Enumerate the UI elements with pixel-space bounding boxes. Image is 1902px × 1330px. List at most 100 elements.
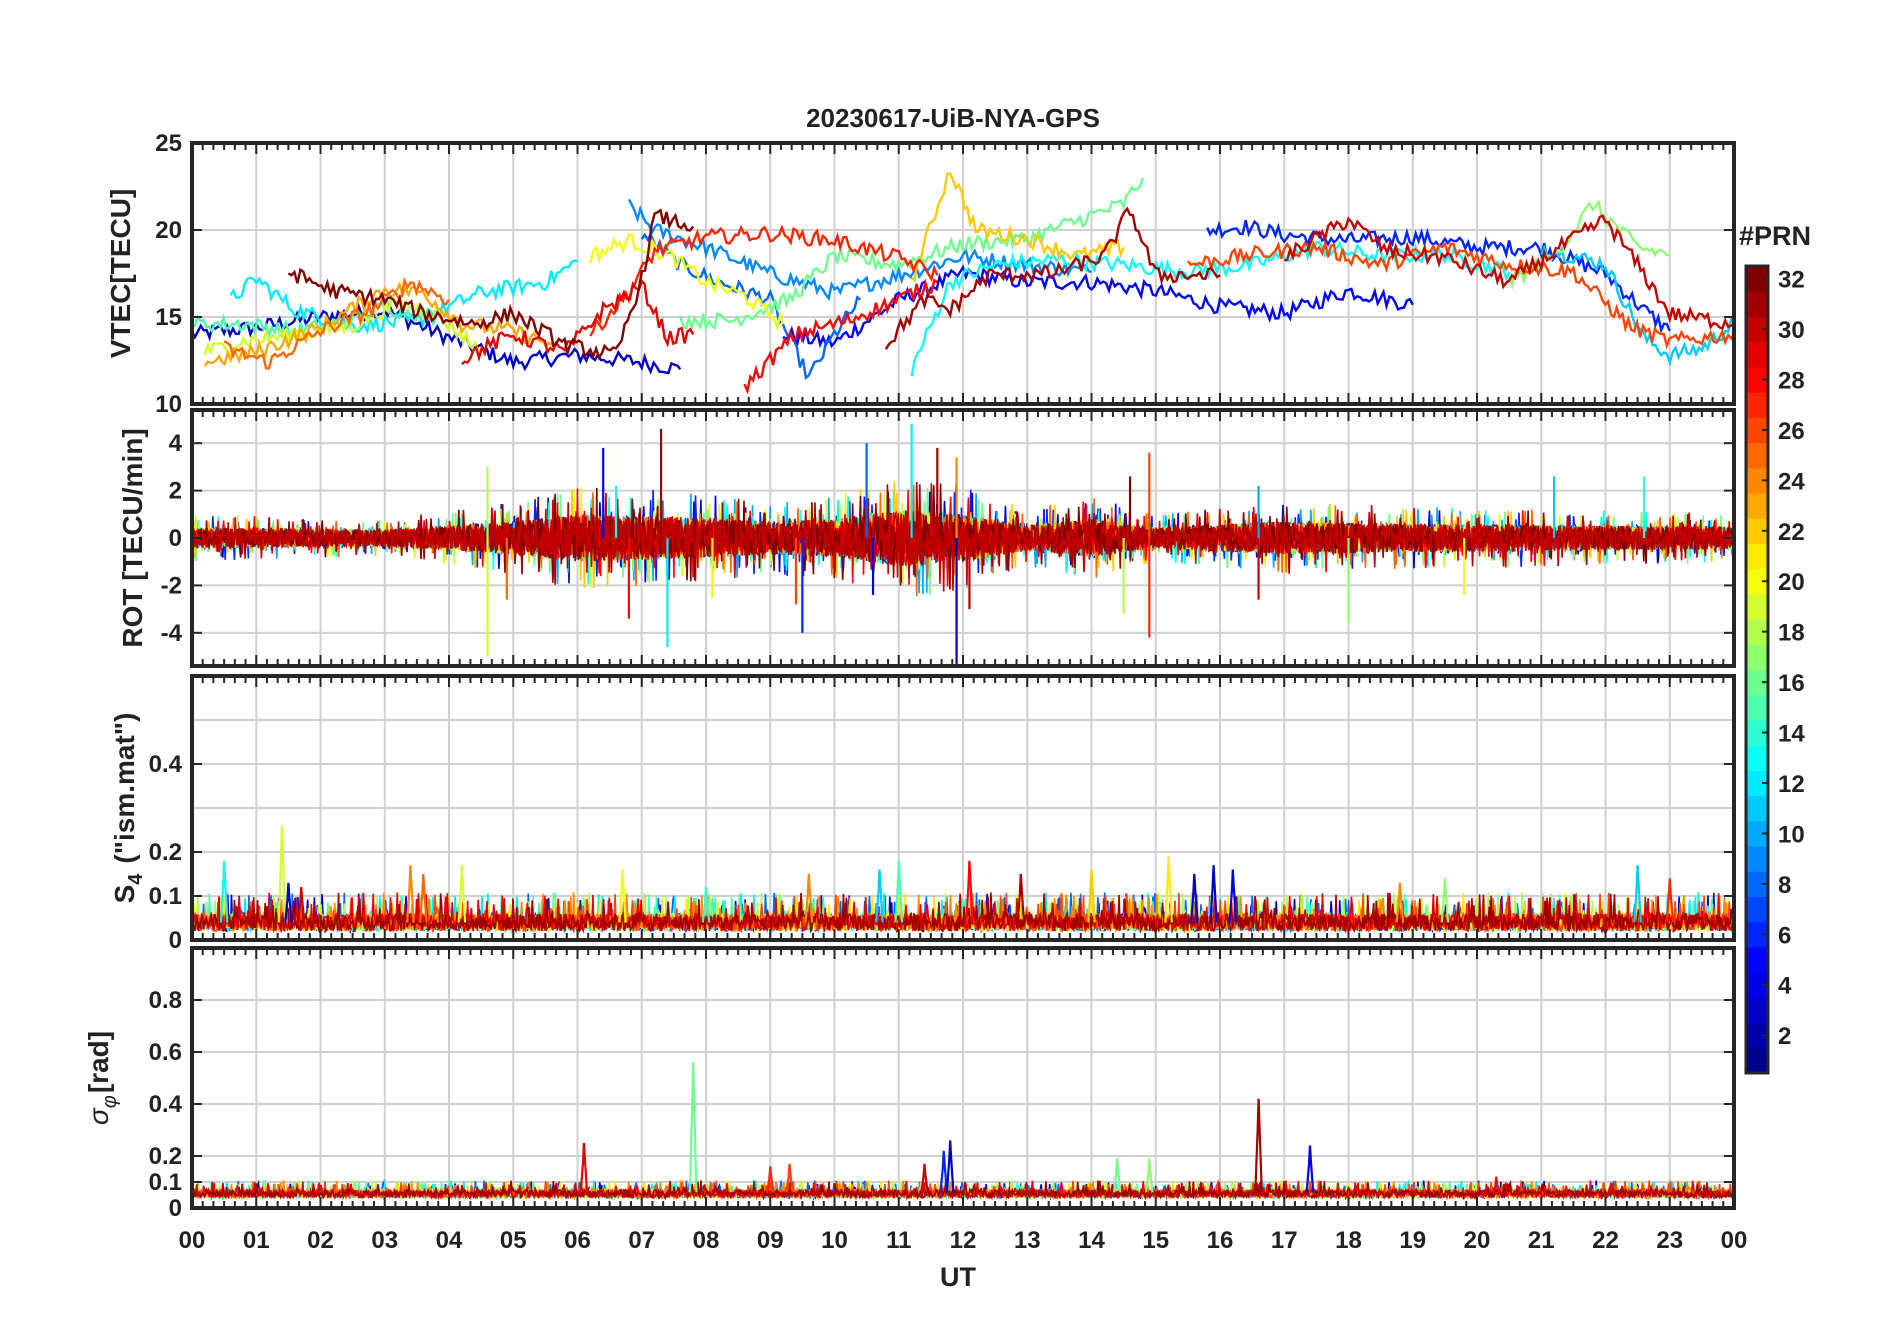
x-tick-label: 10	[821, 1227, 848, 1254]
y-tick-label-sigphi: 0.8	[149, 987, 182, 1014]
colorbar-segment	[1746, 846, 1768, 872]
y-axis-label-vtec: VTEC[TECU]	[105, 189, 136, 359]
panel-sigphi: 00.10.2 0.4 0.6 0.8 σφ[rad]	[83, 946, 1736, 1222]
chart-title: 20230617-UiB-NYA-GPS	[806, 103, 1100, 133]
colorbar-tick-label: 4	[1778, 973, 1792, 1000]
colorbar-tick-label: 8	[1778, 872, 1791, 899]
vtec-series-prn-25	[223, 276, 451, 370]
colorbar-tick-label: 24	[1778, 468, 1805, 495]
grid-sigphi	[192, 948, 1734, 1208]
colorbar-segment	[1746, 896, 1768, 923]
colorbar-tick-label: 32	[1778, 267, 1805, 294]
x-tick-label: 20	[1464, 1227, 1491, 1254]
s4-spike-21	[1633, 865, 1642, 923]
vtec-series-prn-30	[1284, 214, 1734, 331]
x-tick-label: 18	[1335, 1227, 1362, 1254]
series-group-vtec	[192, 172, 1734, 395]
sigphi-spike-8	[1145, 1158, 1154, 1193]
x-tick-label: 03	[371, 1227, 398, 1254]
y-axis-label-rot: ROT [TECU/min]	[117, 428, 148, 647]
vtec-series-prn-8	[640, 231, 861, 381]
colorbar-segment	[1746, 291, 1768, 318]
colorbar-segment	[1746, 619, 1768, 645]
s4-spike-16	[1190, 873, 1199, 923]
vtec-series-prn-15	[192, 299, 438, 342]
x-tick-label: 17	[1271, 1227, 1298, 1254]
sigphi-series-prn-31	[192, 1179, 1734, 1201]
s4-series-prn-31	[192, 892, 1734, 935]
colorbar-segment	[1746, 1022, 1768, 1049]
s4-spike-19	[1395, 882, 1405, 923]
colorbar-segment	[1746, 972, 1768, 998]
s4-spike-8	[701, 887, 711, 923]
colorbar-tick-label: 14	[1778, 721, 1805, 748]
x-tick-label: 07	[628, 1227, 655, 1254]
colorbar-tick-label: 18	[1778, 620, 1805, 647]
series-group-sigphi	[192, 1062, 1734, 1201]
y-tick-label-rot: 0	[169, 525, 182, 552]
colorbar-tick-label: 6	[1778, 922, 1791, 949]
s4-spike-9	[804, 873, 814, 923]
series-group-s4	[192, 825, 1734, 935]
colorbar-segment	[1746, 366, 1768, 393]
vtec-series-prn-28	[743, 278, 938, 395]
vtec-series-prn-11	[1540, 244, 1734, 367]
y-tick-label-sigphi: 0.6	[149, 1039, 182, 1066]
sigphi-spike-6	[945, 1140, 955, 1193]
y-tick-label-sigphi: 0.1	[149, 1169, 182, 1196]
s4-spike-4	[406, 865, 415, 923]
colorbar-segment	[1746, 745, 1768, 771]
sigphi-spike-11	[1492, 1176, 1501, 1193]
colorbar-tick-label: 16	[1778, 670, 1805, 697]
y-tick-label-rot: 2	[169, 478, 182, 505]
y-tick-label-sigphi: 0.2	[149, 1143, 182, 1170]
s4-spike-0	[219, 860, 229, 923]
x-tick-label: 21	[1528, 1227, 1555, 1254]
x-tick-label: 05	[500, 1227, 527, 1254]
minor-ticks-sigphi	[191, 948, 1735, 1209]
y-tick-label-vtec: 25	[155, 130, 182, 157]
vtec-series-prn-27	[589, 224, 939, 337]
y-tick-label-sigphi: 0	[169, 1195, 182, 1222]
x-tick-label: 23	[1656, 1227, 1683, 1254]
x-tick-label: 09	[757, 1227, 784, 1254]
colorbar-segment	[1746, 492, 1768, 519]
s4-spike-6	[457, 865, 467, 923]
s4-spike-17	[1209, 865, 1218, 923]
colorbar-segment	[1746, 946, 1768, 973]
y-axis-label-s4: S4("ism.mat")	[109, 713, 147, 904]
rot-series-prn-30	[192, 483, 1734, 592]
y-tick-label-rot: 4	[169, 430, 183, 457]
x-axis-label: UT	[940, 1262, 976, 1292]
colorbar-segment	[1746, 316, 1768, 343]
colorbar-segment	[1746, 871, 1768, 898]
vtec-series-prn-23	[203, 281, 553, 367]
colorbar-segment	[1746, 1047, 1768, 1074]
y-tick-label-s4: 0	[169, 927, 182, 954]
colorbar-segment	[1746, 341, 1768, 368]
colorbar-segment	[1746, 568, 1768, 595]
x-tick-label: 13	[1014, 1227, 1041, 1254]
s4-spike-2	[284, 882, 293, 923]
colorbar-segment	[1746, 518, 1768, 545]
x-tick-label: 00	[179, 1227, 206, 1254]
series-group-rot	[192, 424, 1734, 666]
colorbar-title: #PRN	[1739, 221, 1811, 251]
y-tick-label-sigphi: 0.4	[149, 1091, 183, 1118]
s4-spike-13	[1016, 873, 1026, 923]
grid-s4	[192, 676, 1734, 940]
s4-spike-7	[618, 869, 627, 923]
vtec-series-prn-12	[229, 259, 578, 336]
panel-rot: -4 -2 0 2 4 ROT [TECU/min]	[117, 408, 1736, 668]
x-tick-label: 04	[436, 1227, 463, 1254]
colorbar-segment	[1746, 719, 1768, 746]
y-tick-label-s4: 0.2	[149, 839, 182, 866]
s4-spike-18	[1228, 869, 1238, 923]
colorbar-tick-label: 2	[1778, 1023, 1791, 1050]
s4-spike-1	[277, 825, 287, 923]
x-tick-label: 11	[886, 1227, 911, 1254]
minor-ticks-s4	[191, 676, 1735, 941]
s4-spike-12	[965, 860, 974, 923]
sigphi-spike-3	[785, 1163, 794, 1193]
colorbar-segment	[1746, 543, 1768, 570]
